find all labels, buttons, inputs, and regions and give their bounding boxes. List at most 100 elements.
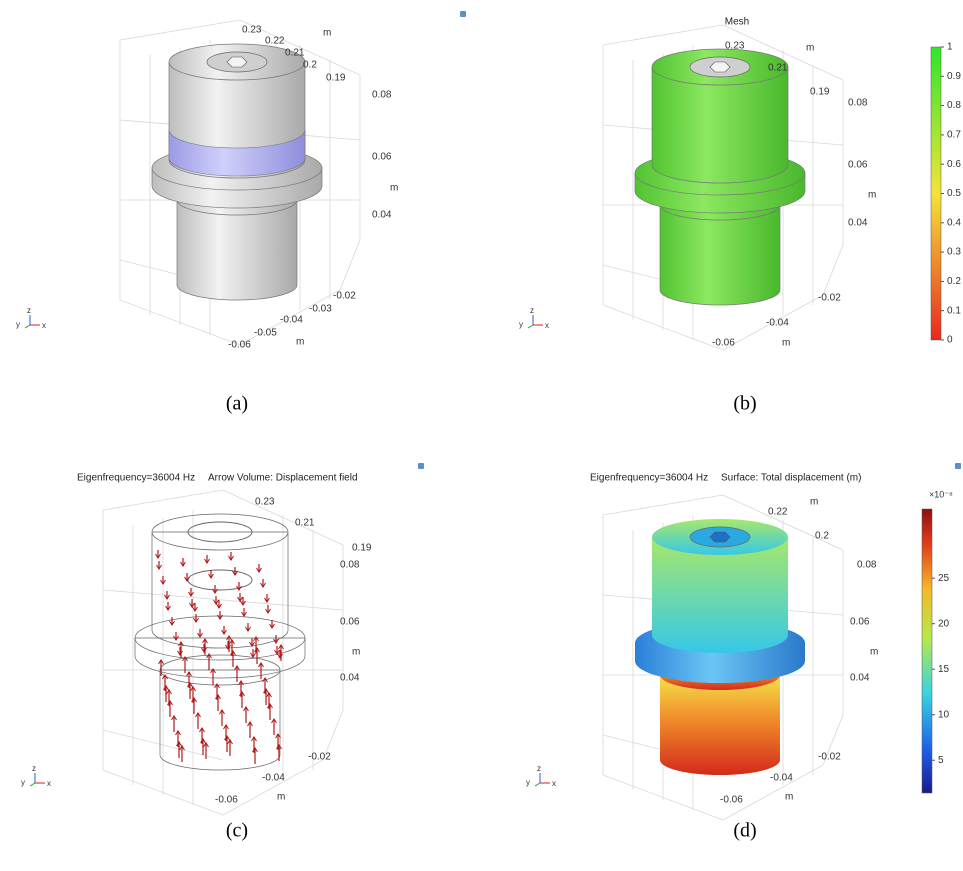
plot-title: Surface: Total displacement (m) bbox=[721, 473, 861, 484]
colorbar-tick-label: 0 bbox=[947, 335, 953, 346]
colorbar-tick-label: 0.6 bbox=[947, 159, 961, 170]
colorbar-tick-label: 20 bbox=[938, 618, 950, 629]
axis-unit: m bbox=[296, 337, 304, 348]
grid-line bbox=[103, 590, 343, 610]
plot-title: Eigenfrequency=36004 Hz bbox=[590, 473, 708, 484]
axis-tick-label: -0.04 bbox=[770, 773, 793, 784]
geometry bbox=[635, 49, 805, 305]
axis-tick-label: 0.04 bbox=[340, 673, 360, 684]
caption: (a) bbox=[226, 393, 248, 415]
axis-tick-label: 0.08 bbox=[848, 98, 868, 109]
colorbar-tick-label: 0.9 bbox=[947, 71, 961, 82]
axis-tick-label: -0.04 bbox=[262, 773, 285, 784]
grid-line bbox=[340, 240, 360, 290]
axis-unit: m bbox=[352, 647, 360, 658]
axis-unit: m bbox=[390, 183, 398, 194]
triad-label: x bbox=[545, 321, 549, 330]
plot-title: Arrow Volume: Displacement field bbox=[208, 473, 358, 484]
grid-line bbox=[603, 25, 723, 45]
axis-tick-label: 0.21 bbox=[295, 518, 315, 529]
grid-line bbox=[823, 245, 843, 295]
axis-tick-label: -0.02 bbox=[333, 291, 356, 302]
axis-tick-label: -0.02 bbox=[308, 752, 331, 763]
triad-label: z bbox=[530, 306, 534, 315]
plot-title: Eigenfrequency=36004 Hz bbox=[77, 473, 195, 484]
panel: 0.230.220.210.20.190.080.060.04-0.02-0.0… bbox=[16, 20, 398, 351]
triad-label: y bbox=[526, 778, 530, 787]
triad-axis bbox=[535, 783, 540, 786]
axis-tick-label: 0.06 bbox=[850, 617, 870, 628]
axis-tick-label: -0.05 bbox=[254, 328, 277, 339]
triad-axis bbox=[528, 325, 533, 328]
colorbar-fill bbox=[931, 47, 941, 340]
axis-tick-label: 0.04 bbox=[848, 218, 868, 229]
triad-label: y bbox=[21, 778, 25, 787]
axis-tick-label: -0.06 bbox=[228, 340, 251, 351]
axis-unit: m bbox=[785, 792, 793, 803]
axis-tick-label: 0.19 bbox=[326, 73, 346, 84]
triad-label: z bbox=[537, 764, 541, 773]
axis-unit: m bbox=[277, 792, 285, 803]
axis-tick-label: -0.02 bbox=[818, 293, 841, 304]
triad-label: x bbox=[47, 779, 51, 788]
axis-unit: m bbox=[810, 497, 818, 508]
colorbar-tick-label: 10 bbox=[938, 709, 950, 720]
colorbar-exponent: ×10⁻⁸ bbox=[929, 489, 953, 499]
geometry bbox=[135, 514, 305, 770]
axis-tick-label: 0.06 bbox=[372, 152, 392, 163]
colorbar-tick-label: 0.4 bbox=[947, 217, 961, 228]
triad-label: y bbox=[16, 320, 20, 329]
axis-unit: m bbox=[868, 190, 876, 201]
colorbar-tick-label: 25 bbox=[938, 573, 950, 584]
axis-tick-label: -0.06 bbox=[215, 795, 238, 806]
axis-tick-label: 0.2 bbox=[815, 531, 829, 542]
axis-tick-label: 0.08 bbox=[857, 560, 877, 571]
axis-tick-label: 0.21 bbox=[285, 48, 305, 59]
axis-tick-label: 0.08 bbox=[340, 560, 360, 571]
axis-tick-label: -0.04 bbox=[766, 318, 789, 329]
triad-label: y bbox=[519, 320, 523, 329]
axis-tick-label: 0.2 bbox=[303, 60, 317, 71]
panel: 0.230.210.190.080.060.04-0.02-0.04-0.06m… bbox=[519, 25, 876, 350]
colorbar-tick-label: 0.5 bbox=[947, 188, 961, 199]
axis-box bbox=[103, 490, 343, 815]
axis-tick-label: -0.03 bbox=[309, 304, 332, 315]
axis-tick-label: 0.19 bbox=[810, 87, 830, 98]
caption: (b) bbox=[733, 393, 756, 415]
colorbar: 10.90.80.70.60.50.40.30.20.10 bbox=[931, 42, 961, 346]
triad-label: z bbox=[32, 764, 36, 773]
figure: (a) (b) (c) (d) Mesh Eigenfrequency=3600… bbox=[0, 0, 963, 871]
colorbar-tick-label: 0.1 bbox=[947, 305, 961, 316]
colorbar: 25 20 15 10 5 ×10⁻⁸ bbox=[922, 489, 953, 793]
axis-tick-label: -0.04 bbox=[280, 315, 303, 326]
grid-line bbox=[223, 760, 323, 815]
axis-tick-label: 0.06 bbox=[848, 160, 868, 171]
axis-tick-label: 0.19 bbox=[352, 543, 372, 554]
axis-tick-label: 0.23 bbox=[725, 41, 745, 52]
axis-unit: m bbox=[782, 338, 790, 349]
axis-tick-label: 0.23 bbox=[255, 497, 275, 508]
caption: (c) bbox=[226, 820, 248, 842]
axis-unit: m bbox=[806, 43, 814, 54]
triad-label: x bbox=[552, 779, 556, 788]
axis-unit: m bbox=[870, 647, 878, 658]
colorbar-tick-label: 5 bbox=[938, 755, 944, 766]
colorbar-tick-label: 15 bbox=[938, 664, 950, 675]
colorbar-tick-label: 0.7 bbox=[947, 130, 961, 141]
colorbar-tick-label: 0.2 bbox=[947, 276, 961, 287]
axis-unit: m bbox=[323, 28, 331, 39]
grid-line bbox=[603, 495, 723, 515]
grid-line bbox=[120, 20, 240, 40]
triad-label: z bbox=[27, 306, 31, 315]
axis-tick-label: 0.06 bbox=[340, 617, 360, 628]
hole bbox=[188, 570, 252, 590]
panel: 0.23 0.21 0.19 0.08 0.06 0.04 -0.02 -0.04 -0.06 m… bbox=[21, 490, 372, 815]
axis-tick-label: 0.04 bbox=[850, 673, 870, 684]
axis-tick-label: -0.06 bbox=[720, 795, 743, 806]
plot-title: Mesh bbox=[725, 17, 749, 28]
caption: (d) bbox=[733, 820, 756, 842]
triad-axis bbox=[25, 325, 30, 328]
triad-label: x bbox=[42, 321, 46, 330]
colorbar-tick-label: 0.3 bbox=[947, 247, 961, 258]
